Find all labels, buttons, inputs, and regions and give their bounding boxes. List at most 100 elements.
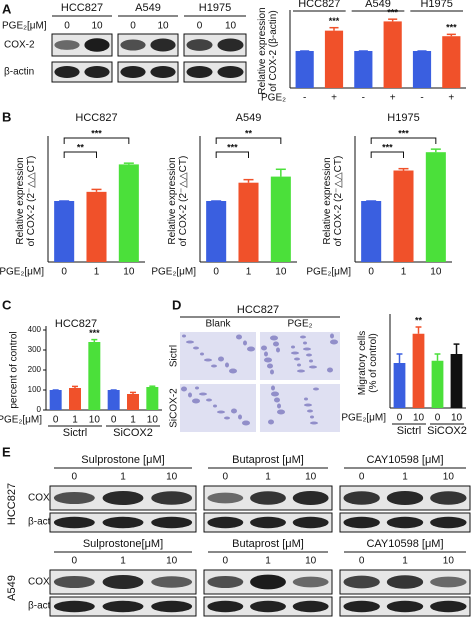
bar — [238, 182, 259, 262]
x-tick-label: 0 — [61, 267, 67, 278]
x-axis-label: PGE₂ — [261, 93, 286, 104]
cell-stain — [270, 335, 278, 341]
dose: 10 — [157, 21, 169, 32]
cell-stain — [277, 409, 285, 415]
blot-band — [292, 576, 329, 588]
dose: 1 — [402, 556, 408, 567]
band-label: β-actin — [28, 601, 58, 612]
x-tick-label: 10 — [147, 415, 159, 426]
cell-stain — [264, 351, 268, 357]
cell-stain — [294, 357, 300, 361]
x-axis-label: PGE₂[μM] — [306, 267, 351, 278]
y-axis-label: Relative expression — [167, 157, 178, 244]
bar — [127, 394, 139, 410]
cell-stain — [291, 351, 299, 355]
blot-band — [102, 490, 144, 506]
bar — [324, 30, 344, 88]
blot-band — [151, 576, 193, 588]
y-axis-label: percent of control — [9, 331, 20, 408]
significance: *** — [91, 128, 102, 138]
band-label: COX-2 — [28, 493, 59, 504]
dose: 10 — [443, 556, 455, 567]
blot-band — [53, 491, 95, 505]
significance: ** — [415, 315, 423, 325]
cell-stain — [182, 334, 186, 338]
bar — [393, 170, 414, 262]
x-tick-label: 10 — [275, 267, 287, 278]
treatment-label: CAY10598 [μM] — [366, 538, 443, 550]
cell-stain — [304, 403, 312, 407]
blot-band — [430, 576, 467, 588]
band-label: COX-2 — [28, 577, 59, 588]
blot-band — [250, 574, 286, 590]
dose: 0 — [130, 21, 136, 32]
bar — [412, 333, 425, 408]
significance: ** — [77, 142, 85, 152]
cell-stain — [306, 353, 312, 357]
cell-stain — [327, 367, 333, 373]
x-axis-label: PGE₂[μM] — [151, 267, 196, 278]
cell-label: HCC827 — [6, 483, 18, 525]
cell-stain — [309, 365, 317, 369]
blot-band — [186, 65, 213, 79]
dose: 10 — [91, 21, 103, 32]
cell-stain — [231, 408, 237, 414]
dose: 0 — [359, 472, 365, 483]
blot-band — [292, 516, 329, 529]
cell-stain — [218, 356, 224, 362]
cell-stain — [271, 391, 279, 397]
micrograph — [180, 332, 256, 380]
cell-stain — [310, 415, 314, 419]
dose: 0 — [72, 472, 78, 483]
x-tick-label: 1 — [72, 415, 78, 426]
blot-band — [292, 600, 329, 613]
sig-bracket — [370, 151, 404, 158]
y-axis-label: of COX-2 (2⁻△△CT) — [178, 156, 189, 247]
bar — [442, 36, 461, 88]
y-axis-label: (% of control) — [368, 333, 379, 392]
cell-stain — [276, 347, 280, 353]
cell-stain — [236, 334, 242, 340]
blot-band — [217, 65, 244, 79]
cell-stain — [188, 392, 192, 398]
y-axis-label: of COX-2 (2⁻△△CT) — [26, 156, 37, 247]
blot-band — [151, 516, 193, 529]
cell-stain — [330, 333, 334, 339]
bar — [86, 191, 107, 262]
sig-bracket — [215, 151, 249, 158]
x-axis-label: PGE₂[μM] — [0, 267, 44, 278]
bar — [54, 201, 75, 262]
bar — [270, 176, 291, 262]
y-axis-label: of COX-2 (β-actin) — [268, 10, 279, 91]
blot-band — [186, 39, 213, 51]
blot-band — [207, 492, 244, 504]
blot-band — [430, 491, 467, 505]
bar — [431, 360, 444, 408]
treatment-label: CAY10598 [μM] — [366, 454, 443, 466]
y-tick-label: 200 — [28, 365, 42, 374]
cell-stain — [307, 409, 313, 413]
band-label: COX-2 — [4, 40, 35, 51]
cell-stain — [213, 404, 217, 408]
blot-band — [217, 38, 244, 52]
blot-band — [386, 575, 424, 589]
blot-band — [250, 491, 286, 505]
blot-band — [430, 516, 467, 529]
cell-stain — [303, 347, 311, 351]
cell-stain — [330, 339, 338, 345]
cell-stain — [261, 345, 267, 351]
dose: 10 — [225, 21, 237, 32]
bar — [107, 390, 120, 410]
cell-stain — [271, 385, 275, 391]
cell-stain — [224, 416, 230, 420]
cell-stain — [297, 363, 301, 367]
x-tick-label: 10 — [451, 413, 463, 424]
dose: 10 — [305, 472, 317, 483]
cell-stain — [273, 341, 279, 347]
x-tick-label: + — [390, 93, 396, 104]
bar — [118, 164, 139, 262]
blot-band — [150, 38, 176, 52]
y-tick-label: 0 — [37, 405, 42, 414]
dose: 10 — [305, 556, 317, 567]
treatment-label: Sulprostone[μM] — [83, 538, 163, 550]
